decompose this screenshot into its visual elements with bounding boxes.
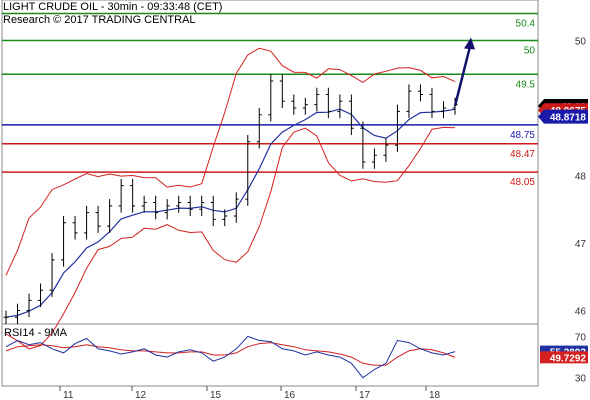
price-bar (383, 138, 389, 162)
price-bar (348, 94, 354, 135)
rsi-panel-title: RSI14 - 9MA (4, 327, 68, 339)
price-bar (26, 293, 32, 318)
price-bar (256, 108, 262, 149)
price-bar (84, 205, 90, 240)
price-bar (429, 87, 435, 119)
bollinger-lower-band (5, 126, 456, 350)
price-bar (49, 253, 55, 297)
price-bar (394, 104, 400, 152)
price-bar (360, 121, 366, 169)
forecast-arrow-head (464, 37, 475, 50)
moving-average-line (5, 108, 456, 318)
x-tick-label: 16 (284, 390, 296, 400)
price-bar (153, 195, 159, 220)
price-bar (406, 84, 412, 119)
price-bar (233, 192, 239, 223)
price-bar (314, 87, 320, 112)
y-tick-label: 46 (575, 307, 587, 318)
price-bar (95, 205, 101, 233)
bollinger-upper-band (5, 47, 456, 276)
x-tick-label: 12 (135, 390, 147, 400)
rsi-line (5, 335, 456, 379)
price-bar (130, 178, 136, 213)
price-bar (141, 195, 147, 213)
y-tick-label: 48 (575, 172, 587, 183)
price-bar (199, 195, 205, 216)
main-panel-frame (1, 0, 539, 325)
moving-average-tag-bg (538, 109, 588, 124)
price-bar (118, 178, 124, 213)
price-bar (164, 199, 170, 220)
price-bar (3, 310, 9, 324)
price-bar (72, 216, 78, 240)
moving-average-tag: 48.8718 (550, 113, 587, 124)
chart-header-copyright: Research © 2017 TRADING CENTRAL (3, 14, 196, 26)
price-bar (245, 135, 251, 206)
y-tick-label: 50 (575, 37, 587, 48)
rsi-tick-label: 70 (575, 332, 587, 343)
price-bar (61, 216, 67, 267)
rsi-ma-value-tag-bg (540, 351, 588, 364)
price-bar (291, 94, 297, 115)
level-label-5: 48.05 (510, 177, 535, 188)
price-bar (302, 97, 308, 115)
x-tick-label: 15 (210, 390, 222, 400)
price-bar (337, 94, 343, 119)
price-bar (15, 303, 21, 324)
price-bar (417, 84, 423, 102)
price-bar (268, 74, 274, 122)
price-bar (440, 101, 446, 119)
price-bar (371, 148, 377, 169)
price-bar (38, 283, 44, 308)
price-bar (107, 199, 113, 233)
price-bar (325, 87, 331, 119)
price-bar (222, 209, 228, 227)
level-label-1: 50 (524, 46, 536, 57)
chart-header-instrument: LIGHT CRUDE OIL - 30min - 09:33:48 (CET) (3, 1, 223, 13)
y-tick-label: 47 (575, 239, 587, 250)
level-label-4: 48.47 (510, 149, 535, 160)
x-tick-label: 11 (63, 390, 74, 400)
price-bar (210, 195, 216, 227)
x-tick-label: 18 (429, 390, 441, 400)
rsi-ma-line (5, 342, 456, 366)
level-label-0: 50.4 (516, 19, 536, 30)
price-bar (279, 74, 285, 108)
level-label-3: 48.75 (510, 130, 535, 141)
forecast-arrow-shaft (453, 46, 472, 107)
rsi-tick-label: 30 (575, 374, 587, 385)
price-bar (176, 195, 182, 213)
x-tick-label: 17 (359, 390, 371, 400)
level-label-2: 49.5 (516, 79, 536, 90)
rsi-ma-value-tag: 49.7292 (550, 353, 587, 364)
price-bar (187, 195, 193, 216)
rsi-panel-frame (1, 323, 539, 387)
